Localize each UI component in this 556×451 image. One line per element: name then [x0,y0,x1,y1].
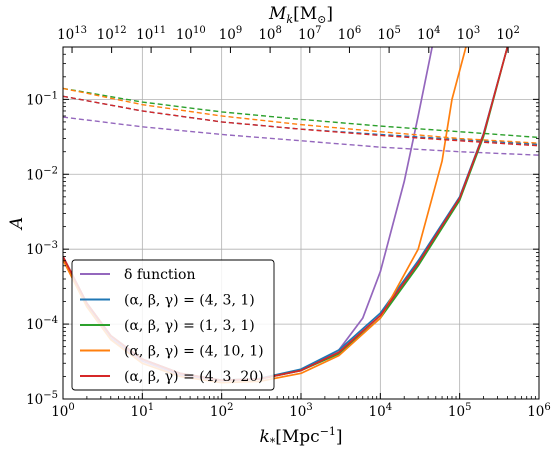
x-tick-label: 101 [131,402,155,420]
x-tick-label: 103 [289,402,313,420]
top-tick-label: 109 [219,25,243,43]
y-tick-label: 10−4 [26,315,58,333]
top-tick-label: 107 [298,25,322,43]
y-tick-label: 10−1 [26,90,58,108]
x-tick-label: 104 [369,402,393,420]
y-tick-label: 10−3 [26,240,58,258]
y-axis-label: A [7,217,27,231]
top-tick-label: 105 [377,25,401,43]
top-tick-label: 1012 [97,25,127,43]
legend-label: (α, β, γ) = (4, 10, 1) [124,344,264,360]
legend-box [71,259,275,391]
series-line-dashed [63,87,539,144]
legend-label: (α, β, γ) = (4, 3, 20) [124,369,264,385]
top-tick-label: 1011 [136,25,166,43]
top-tick-label: 108 [258,25,282,43]
top-tick-label: 103 [457,25,481,43]
y-tick-label: 10−5 [26,390,58,408]
series-line-dashed [63,87,539,139]
series-line-dashed [63,95,539,147]
x-axis-label: k*[Mpc−1] [259,425,342,449]
legend-label: (α, β, γ) = (4, 3, 1) [124,293,255,309]
x-tick-label: 102 [210,402,234,420]
top-tick-label: 1013 [57,25,87,43]
x-tick-label: 100 [51,402,75,420]
top-tick-label: 104 [417,25,441,43]
x-tick-label: 105 [448,402,472,420]
y-tick-label: 10−2 [26,165,58,183]
top-tick-label: 1010 [176,25,206,43]
top-tick-label: 106 [338,25,362,43]
legend-label: δ function [124,267,195,283]
legend: δ function (α, β, γ) = (4, 3, 1) (α, β, γ)… [71,259,275,391]
top-tick-label: 102 [496,25,520,43]
top-axis-label: Mk[M⊙] [268,4,333,26]
axes: 100 101 102 103 104 105 106 10−5 10−4 10−3 10−2 10−… [26,25,551,420]
legend-label: (α, β, γ) = (1, 3, 1) [124,318,255,334]
x-tick-label: 106 [527,402,551,420]
